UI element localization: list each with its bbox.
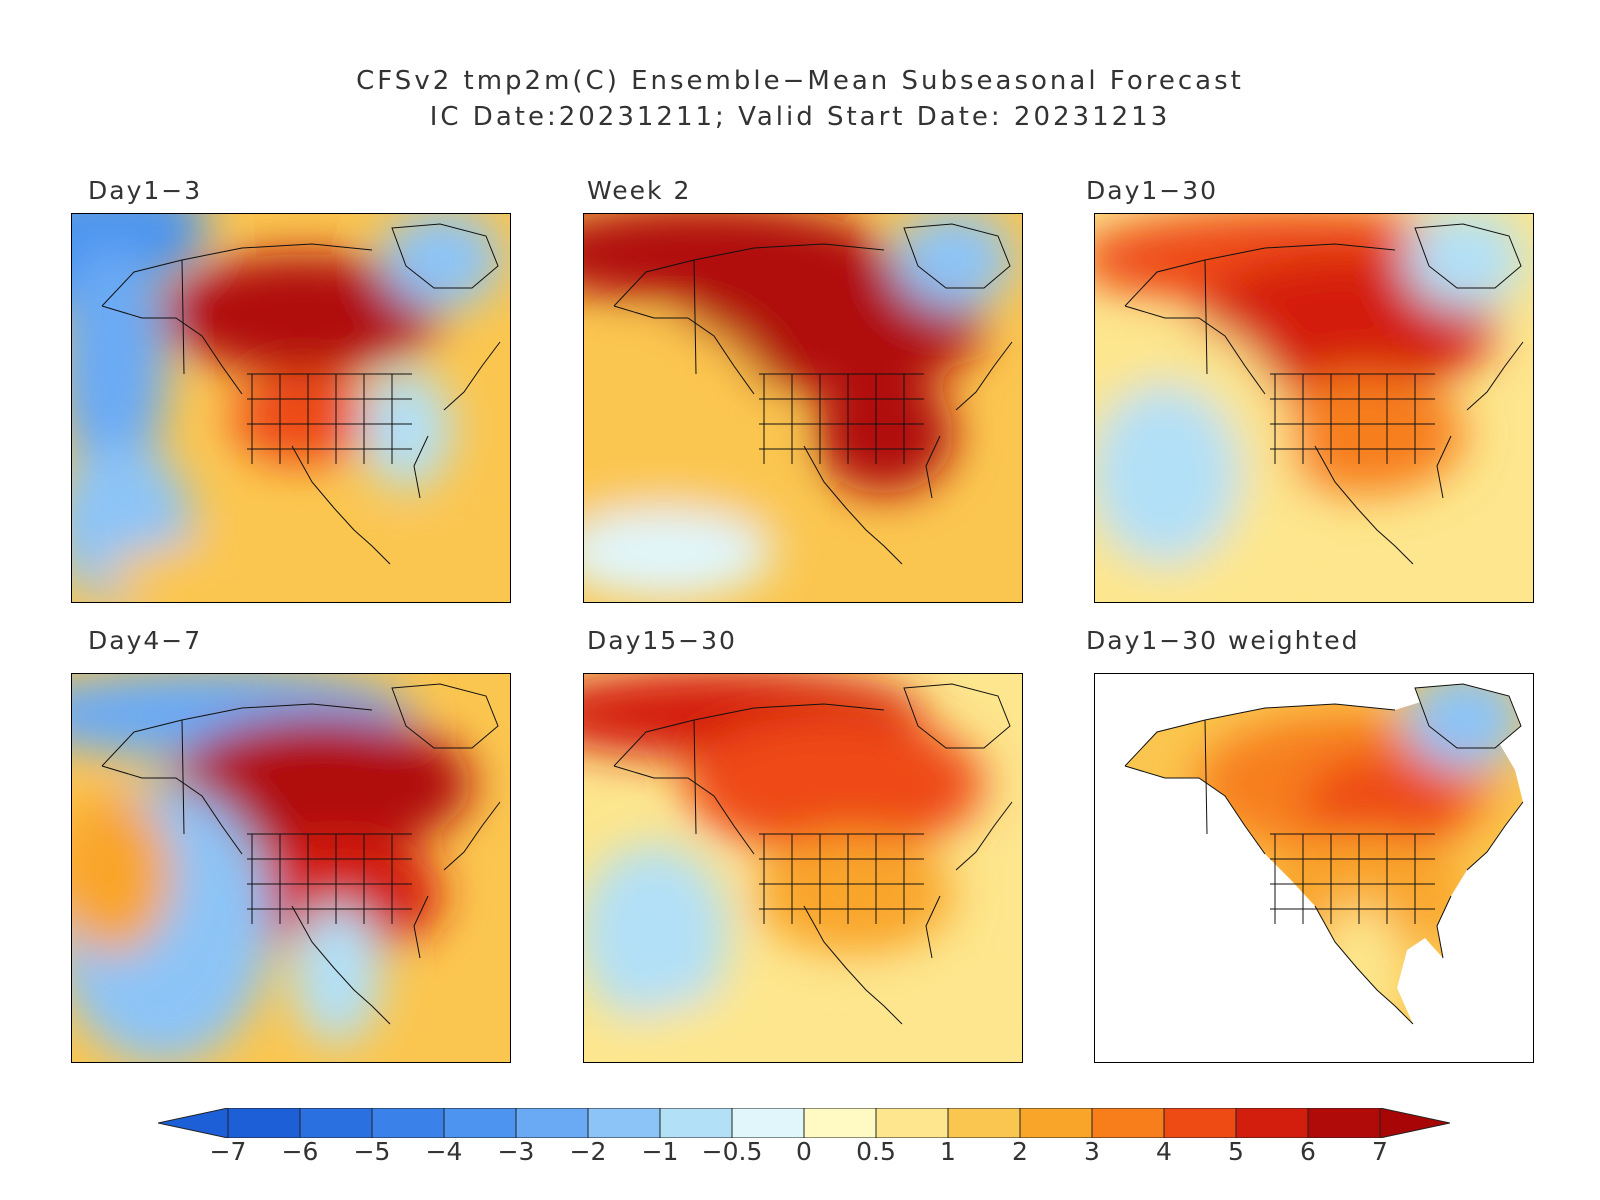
coastlines	[101, 223, 501, 565]
colorbar-label: −7	[209, 1137, 247, 1166]
anomaly-field	[584, 674, 1022, 1062]
colorbar-label: −1	[641, 1137, 679, 1166]
colorbar-label: 4	[1156, 1137, 1172, 1166]
coastlines	[613, 223, 1013, 565]
colorbar	[158, 1108, 1450, 1138]
colorbar-label: 7	[1372, 1137, 1388, 1166]
colorbar-label: 0	[796, 1137, 812, 1166]
colorbar-label: −2	[569, 1137, 607, 1166]
colorbar-segment	[1307, 1108, 1381, 1138]
colorbar-segment	[299, 1108, 373, 1138]
coastlines	[1124, 683, 1524, 1025]
colorbar-segment	[443, 1108, 517, 1138]
anomaly-region-central-east-us	[814, 374, 954, 494]
colorbar-label: 1	[940, 1137, 956, 1166]
colorbar-label: −0.5	[701, 1137, 763, 1166]
colorbar-segment	[1019, 1108, 1093, 1138]
colorbar-label: 3	[1084, 1137, 1100, 1166]
colorbar-segment	[731, 1108, 805, 1138]
anomaly-region-us	[1265, 374, 1465, 494]
map-panel-day1-30-weighted	[1094, 673, 1534, 1063]
colorbar-label: −3	[497, 1137, 535, 1166]
colorbar-label: 2	[1012, 1137, 1028, 1166]
anomaly-region-canada	[172, 714, 472, 854]
panel-label-day1-30: Day1−30	[1086, 176, 1219, 205]
coastlines	[1124, 223, 1524, 565]
colorbar-segment	[515, 1108, 589, 1138]
anomaly-region-us	[754, 834, 954, 954]
anomaly-region-central-us	[232, 374, 372, 464]
map-panel-day1-3	[71, 213, 511, 603]
map-panel-day1-30	[1094, 213, 1534, 603]
colorbar-label: −6	[281, 1137, 319, 1166]
colorbar-segment	[947, 1108, 1021, 1138]
colorbar-label: 5	[1228, 1137, 1244, 1166]
anomaly-region-mexico	[1315, 904, 1405, 1024]
colorbar-segment	[1235, 1108, 1309, 1138]
anomaly-region-canada	[684, 714, 984, 854]
colorbar-segment	[659, 1108, 733, 1138]
colorbar-segment	[803, 1108, 877, 1138]
colorbar-segment	[371, 1108, 445, 1138]
anomaly-region-south-pacific	[584, 509, 774, 599]
panel-label-day4-7: Day4−7	[88, 626, 203, 655]
colorbar-label: 0.5	[856, 1137, 896, 1166]
anomaly-region-mexico	[292, 904, 382, 1044]
colorbar-label: 6	[1300, 1137, 1316, 1166]
colorbar-low-triangle	[158, 1108, 229, 1138]
anomaly-region-north-pacific-west	[72, 244, 167, 484]
panel-label-day15-30: Day15−30	[587, 626, 737, 655]
panel-label-week2: Week 2	[587, 176, 692, 205]
colorbar-segment	[1091, 1108, 1165, 1138]
anomaly-region-tropics	[102, 534, 510, 602]
anomaly-field	[1095, 214, 1533, 602]
anomaly-region-hudson-region	[1305, 754, 1465, 854]
colorbar-high-triangle	[1379, 1108, 1450, 1138]
panel-label-day1-3: Day1−3	[88, 176, 203, 205]
colorbar-segment	[227, 1108, 301, 1138]
anomaly-region-greenland	[894, 214, 1014, 309]
anomaly-region-north-pacific	[72, 794, 172, 954]
colorbar-segment	[875, 1108, 949, 1138]
chart-title: CFSv2 tmp2m(C) Ensemble−Mean Subseasonal…	[356, 66, 1244, 96]
anomaly-region-greenland	[382, 214, 502, 309]
colorbar-label: −4	[425, 1137, 463, 1166]
anomaly-field	[584, 214, 1022, 602]
colorbar-label: −5	[353, 1137, 391, 1166]
map-panel-day15-30	[583, 673, 1023, 1063]
anomaly-field	[72, 674, 510, 1062]
anomaly-region-subtropical-pacific	[584, 844, 729, 1024]
colorbar-segment	[1163, 1108, 1237, 1138]
map-panel-day4-7	[71, 673, 511, 1063]
anomaly-region-subtropical-pacific	[1095, 384, 1240, 564]
coastlines	[613, 683, 1013, 1025]
coastlines	[101, 683, 501, 1025]
colorbar-segment	[587, 1108, 661, 1138]
anomaly-region-tropics	[614, 994, 1022, 1062]
anomaly-region-eastern-us	[362, 369, 452, 489]
anomaly-region-greenland	[1405, 214, 1525, 309]
anomaly-region-greenland	[1405, 684, 1523, 769]
chart-subtitle: IC Date:20231211; Valid Start Date: 2023…	[429, 102, 1171, 132]
panel-label-day1-30-weighted: Day1−30 weighted	[1086, 626, 1360, 655]
anomaly-field	[72, 214, 510, 602]
map-panel-week2	[583, 213, 1023, 603]
anomaly-region-western-central-canada	[162, 254, 442, 374]
